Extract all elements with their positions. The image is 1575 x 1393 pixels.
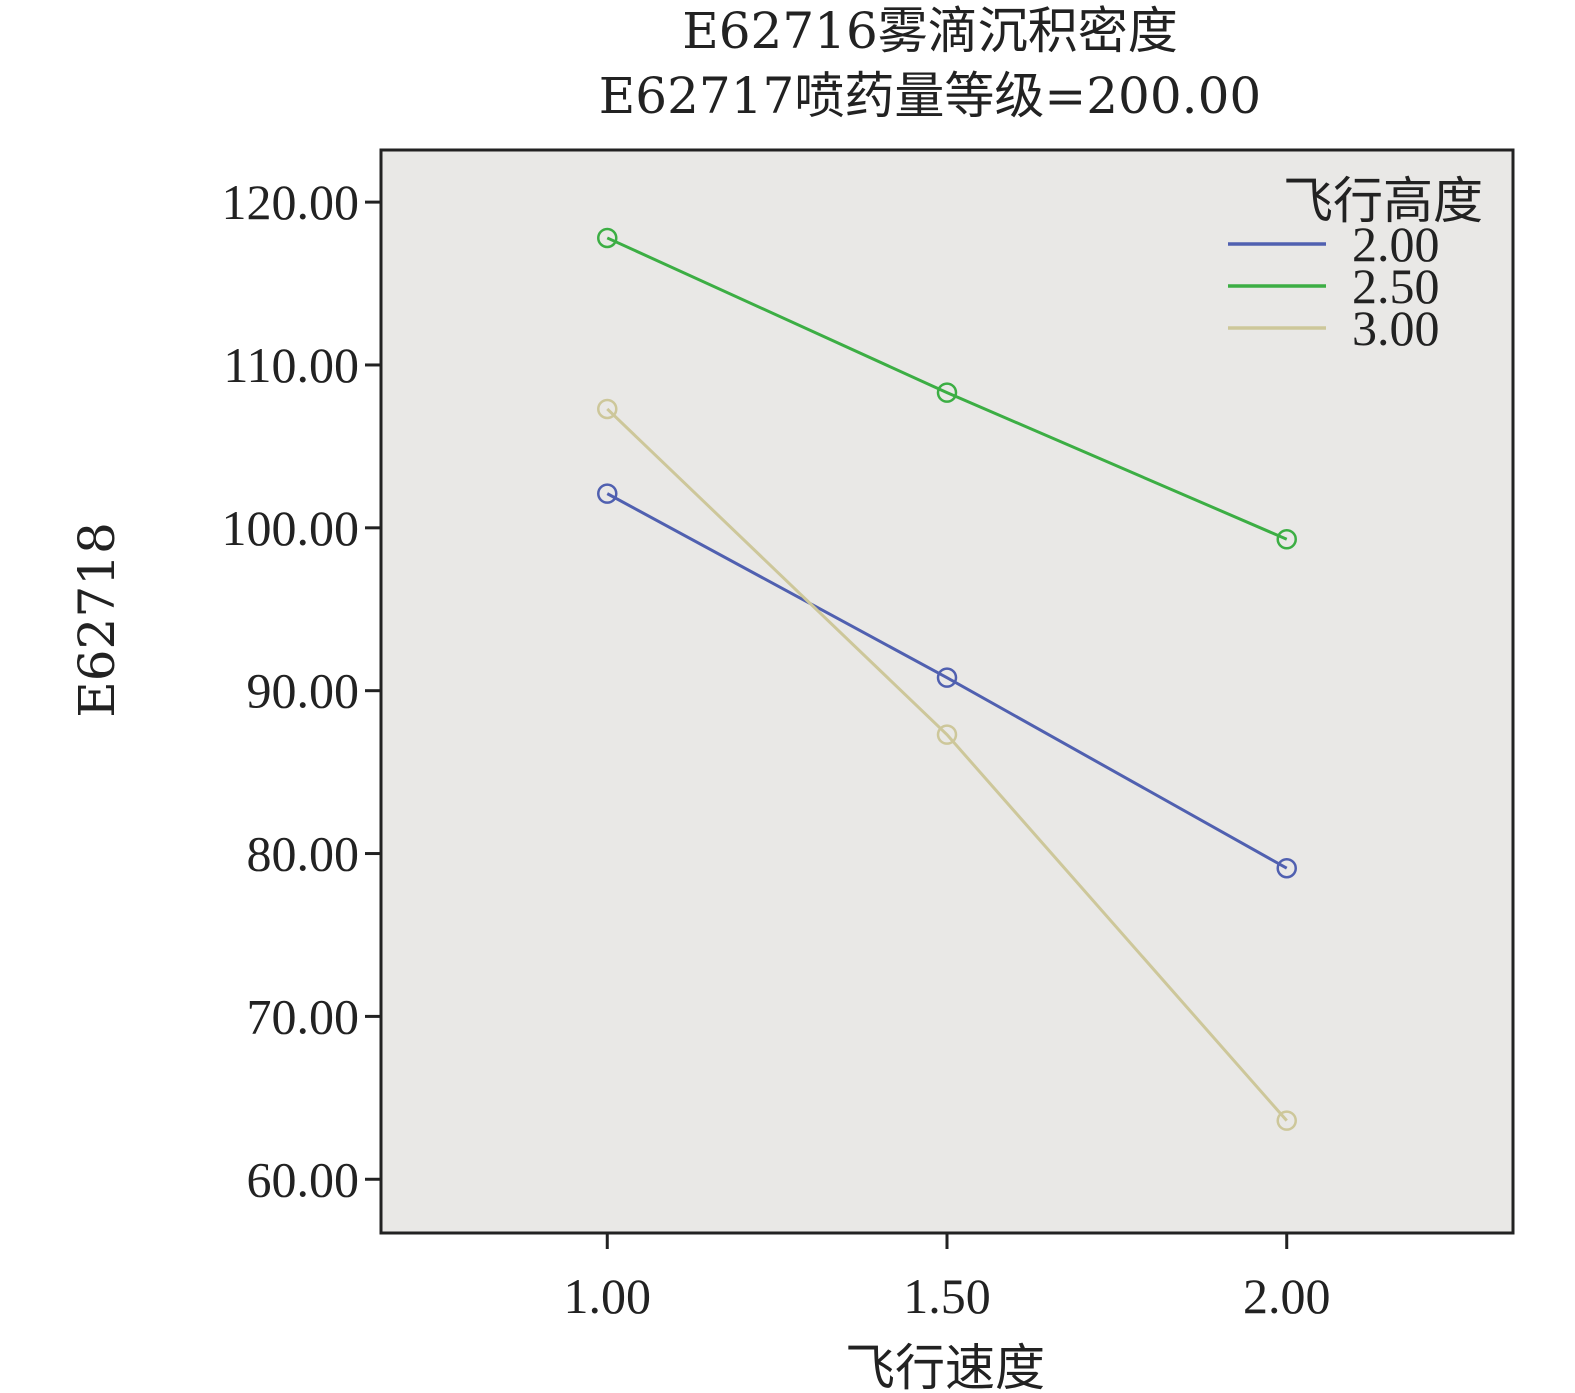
y-tick-label: 120.00 (222, 174, 360, 230)
y-tick-label: 60.00 (247, 1151, 360, 1207)
y-tick-label: 90.00 (247, 663, 360, 719)
y-tick-label: 110.00 (223, 337, 359, 393)
series-line-2.50 (606, 236, 1288, 541)
y-tick-label: 70.00 (247, 988, 360, 1044)
data-point (936, 667, 958, 688)
data-point (597, 398, 618, 420)
legend: 飞行高度 2.002.503.00 (1228, 172, 1483, 356)
chart-subtitle: E62717喷药量等级=200.00 (599, 67, 1261, 125)
series-line-2.00 (606, 492, 1288, 870)
y-axis: 60.00 70.00 80.00 90.00 100.00 110.00 120.00 (222, 174, 381, 1207)
legend-title: 飞行高度 (1283, 172, 1483, 230)
data-point (936, 724, 958, 745)
x-tick-label: 1.00 (564, 1268, 652, 1324)
y-tick-label: 80.00 (247, 826, 360, 882)
data-point (1276, 857, 1297, 879)
legend-label: 2.00 (1352, 216, 1440, 272)
series-lines (597, 227, 1297, 1131)
plot-area (379, 148, 1515, 1235)
data-point (597, 483, 618, 504)
legend-label: 3.00 (1352, 300, 1440, 356)
data-point (936, 382, 958, 403)
x-tick-label: 2.00 (1243, 1268, 1331, 1324)
chart-title: E62716雾滴沉积密度 (682, 2, 1178, 60)
x-axis-label: 飞行速度 (845, 1339, 1045, 1393)
data-point (1276, 1110, 1297, 1131)
data-point (1276, 528, 1297, 550)
legend-label: 2.50 (1352, 258, 1440, 314)
series-line-3.00 (606, 407, 1288, 1122)
x-axis: 1.00 1.50 2.00 (564, 1233, 1331, 1324)
x-tick-label: 1.50 (903, 1268, 991, 1324)
y-axis-label: E62718 (68, 522, 126, 718)
y-tick-label: 100.00 (222, 500, 360, 556)
data-point (597, 227, 618, 249)
